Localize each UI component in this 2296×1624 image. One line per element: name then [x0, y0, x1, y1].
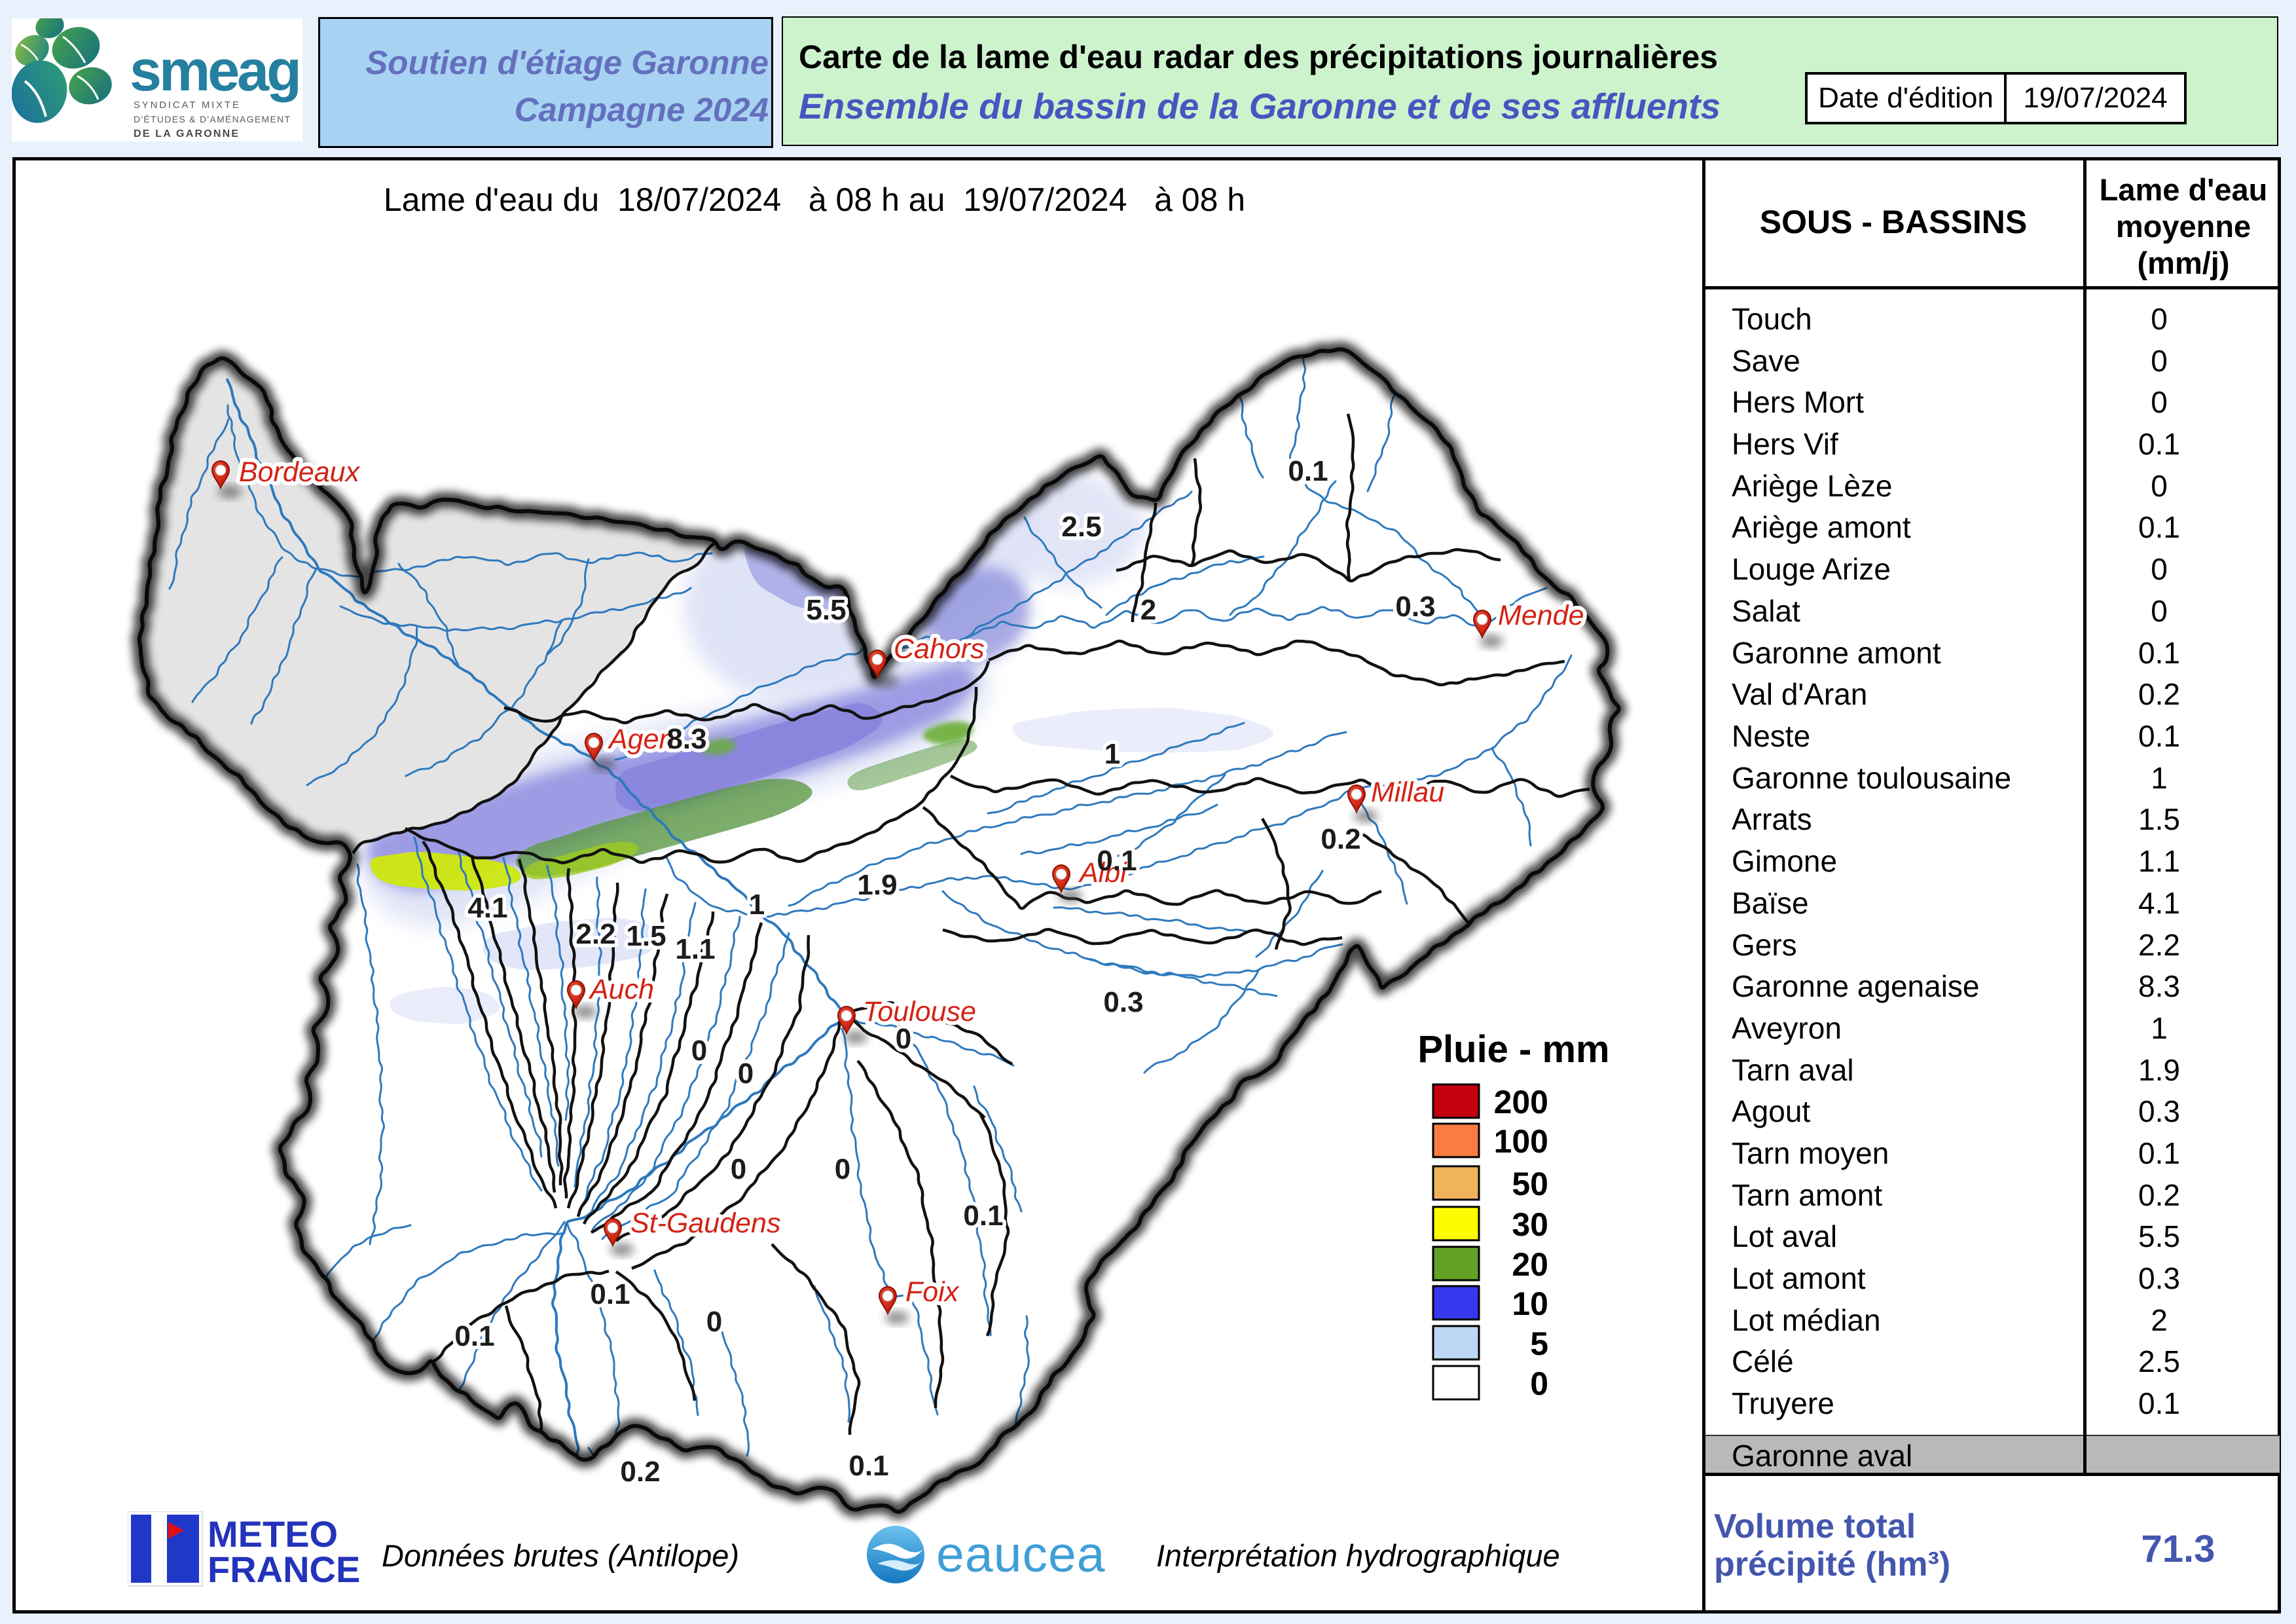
svg-text:Agen: Agen [607, 724, 674, 755]
svg-text:0: 0 [706, 1306, 722, 1338]
svg-text:Bordeaux: Bordeaux [239, 456, 361, 488]
svg-text:0.1: 0.1 [963, 1200, 1003, 1232]
svg-text:1.5: 1.5 [626, 920, 666, 952]
svg-text:1: 1 [749, 889, 765, 921]
svg-text:0.3: 0.3 [1395, 591, 1435, 623]
svg-text:5.5: 5.5 [806, 594, 846, 626]
svg-text:0.1: 0.1 [1288, 455, 1328, 487]
svg-text:1: 1 [1104, 738, 1120, 770]
svg-text:Millau: Millau [1371, 777, 1444, 808]
svg-text:8.3: 8.3 [666, 723, 706, 755]
svg-text:0: 0 [835, 1153, 850, 1185]
svg-text:2.5: 2.5 [1061, 511, 1101, 543]
svg-text:Foix: Foix [905, 1276, 960, 1308]
svg-text:2.2: 2.2 [575, 918, 615, 950]
svg-text:8.3: 8.3 [666, 723, 706, 755]
svg-text:0: 0 [835, 1153, 850, 1185]
svg-text:0.3: 0.3 [1395, 591, 1435, 623]
svg-text:2.2: 2.2 [575, 918, 615, 950]
svg-text:Agen: Agen [607, 724, 674, 755]
svg-text:Mende: Mende [1498, 600, 1584, 631]
svg-text:Albi: Albi [1078, 857, 1127, 889]
svg-text:Bordeaux: Bordeaux [239, 456, 361, 488]
svg-text:10: 10 [1512, 1285, 1548, 1322]
svg-text:0.2: 0.2 [620, 1456, 660, 1488]
svg-text:0.1: 0.1 [454, 1320, 494, 1352]
svg-text:1.5: 1.5 [626, 920, 666, 952]
svg-text:0: 0 [691, 1035, 707, 1067]
svg-text:Pluie - mm: Pluie - mm [1417, 1028, 1609, 1071]
svg-text:0: 0 [706, 1306, 722, 1338]
svg-text:0.1: 0.1 [848, 1450, 888, 1482]
svg-text:0: 0 [731, 1153, 746, 1185]
svg-text:0.1: 0.1 [454, 1320, 494, 1352]
svg-text:0: 0 [738, 1058, 754, 1090]
svg-text:Albi: Albi [1078, 857, 1127, 889]
svg-text:0.1: 0.1 [590, 1278, 630, 1310]
svg-text:0: 0 [896, 1023, 911, 1055]
svg-text:20: 20 [1512, 1246, 1548, 1283]
svg-text:smeag: smeag [130, 38, 299, 103]
svg-text:0.2: 0.2 [620, 1456, 660, 1488]
svg-text:SYNDICAT MIXTE: SYNDICAT MIXTE [134, 100, 241, 111]
svg-text:0.1: 0.1 [963, 1200, 1003, 1232]
svg-text:0.1: 0.1 [1097, 845, 1137, 877]
svg-text:Millau: Millau [1371, 777, 1444, 808]
svg-text:0.1: 0.1 [1288, 455, 1328, 487]
svg-text:1.9: 1.9 [857, 869, 897, 901]
svg-text:eaucea: eaucea [936, 1526, 1106, 1583]
svg-text:0: 0 [731, 1153, 746, 1185]
svg-text:Auch: Auch [588, 974, 654, 1005]
svg-text:4.1: 4.1 [467, 892, 507, 924]
svg-text:St-Gaudens: St-Gaudens [630, 1208, 780, 1239]
svg-text:0.1: 0.1 [1097, 845, 1137, 877]
svg-text:Auch: Auch [588, 974, 654, 1005]
svg-text:1.9: 1.9 [857, 869, 897, 901]
svg-text:1: 1 [749, 889, 765, 921]
svg-text:5.5: 5.5 [806, 594, 846, 626]
svg-text:0.2: 0.2 [1321, 823, 1360, 855]
svg-text:1: 1 [1104, 738, 1120, 770]
svg-text:0: 0 [738, 1058, 754, 1090]
svg-text:5: 5 [1530, 1325, 1548, 1362]
svg-text:1.1: 1.1 [675, 933, 715, 965]
svg-text:0.2: 0.2 [1321, 823, 1360, 855]
svg-text:2: 2 [1140, 594, 1156, 626]
svg-text:Cahors: Cahors [894, 633, 985, 665]
svg-text:0: 0 [896, 1023, 911, 1055]
svg-text:100: 100 [1494, 1123, 1548, 1160]
svg-text:0: 0 [1530, 1365, 1548, 1402]
svg-text:2.5: 2.5 [1061, 511, 1101, 543]
svg-text:1.1: 1.1 [675, 933, 715, 965]
svg-text:Cahors: Cahors [894, 633, 985, 665]
svg-text:0.1: 0.1 [590, 1278, 630, 1310]
svg-text:FRANCE: FRANCE [208, 1549, 360, 1587]
svg-text:50: 50 [1512, 1166, 1548, 1202]
svg-text:D'ÉTUDES & D'AMÉNAGEMENT: D'ÉTUDES & D'AMÉNAGEMENT [134, 114, 291, 124]
svg-text:Toulouse: Toulouse [863, 996, 976, 1027]
svg-text:2: 2 [1140, 594, 1156, 626]
svg-text:Toulouse: Toulouse [863, 996, 976, 1027]
svg-text:0.3: 0.3 [1103, 986, 1143, 1018]
svg-text:METEO: METEO [208, 1513, 338, 1555]
svg-text:Mende: Mende [1498, 600, 1584, 631]
svg-text:St-Gaudens: St-Gaudens [630, 1208, 780, 1239]
svg-text:200: 200 [1494, 1084, 1548, 1120]
svg-text:0.3: 0.3 [1103, 986, 1143, 1018]
svg-text:0: 0 [691, 1035, 707, 1067]
svg-text:0.1: 0.1 [848, 1450, 888, 1482]
svg-text:DE LA GARONNE: DE LA GARONNE [134, 128, 240, 139]
svg-text:4.1: 4.1 [467, 892, 507, 924]
svg-text:30: 30 [1512, 1206, 1548, 1243]
svg-text:Foix: Foix [905, 1276, 960, 1308]
